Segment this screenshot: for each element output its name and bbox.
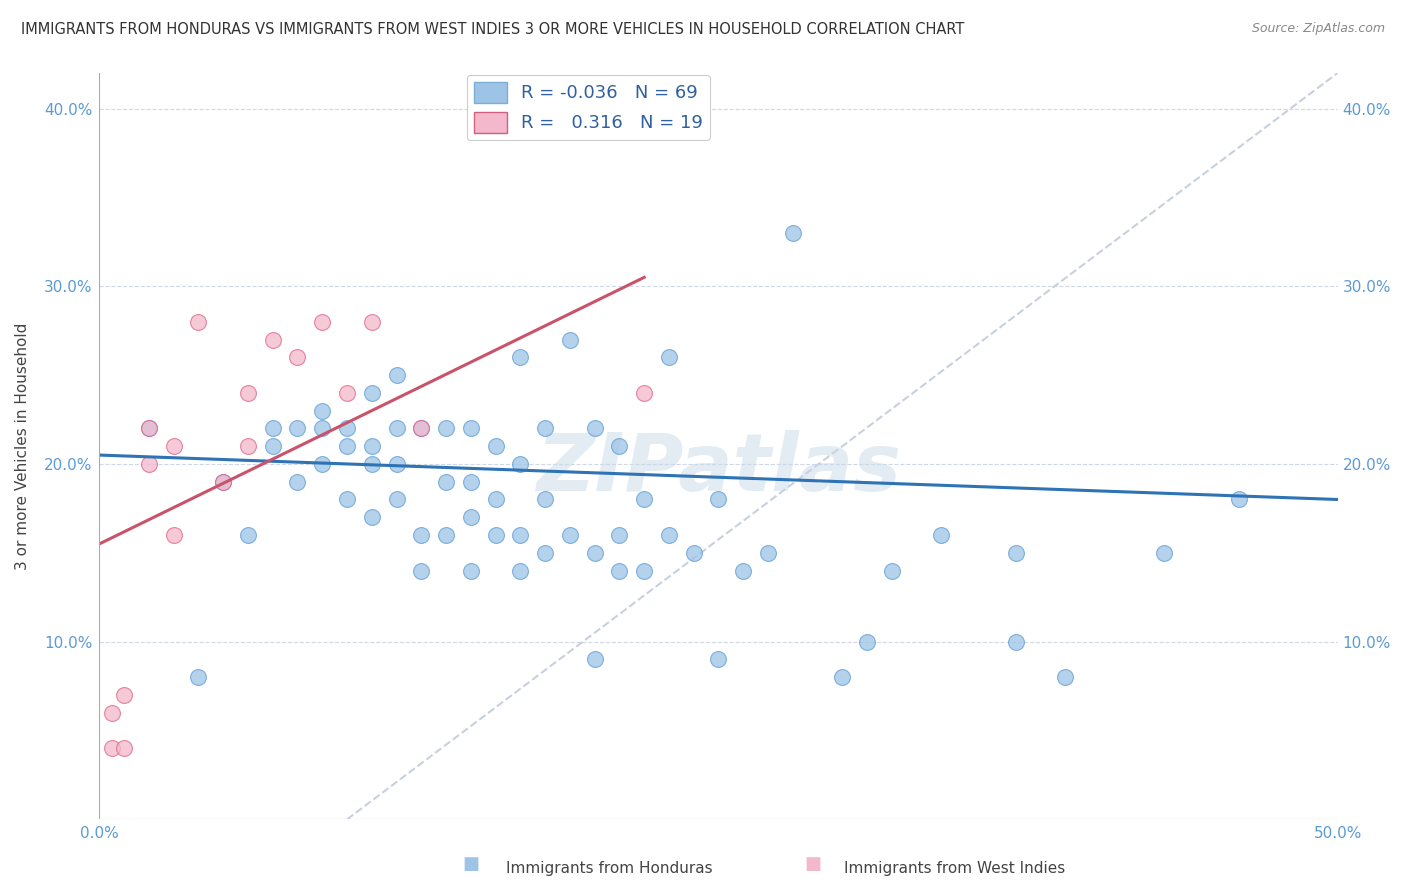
Point [509, 457, 531, 471]
Point [138, 421, 160, 435]
Point [360, 457, 382, 471]
Point [509, 351, 531, 365]
Point [311, 403, 333, 417]
Point [336, 385, 359, 400]
Point [336, 492, 359, 507]
Point [162, 439, 184, 453]
Point [311, 457, 333, 471]
Point [360, 315, 382, 329]
Text: Immigrants from West Indies: Immigrants from West Indies [844, 861, 1064, 876]
Text: ZIPatlas: ZIPatlas [536, 430, 901, 508]
Point [609, 439, 631, 453]
Point [460, 564, 482, 578]
Point [856, 634, 879, 648]
Point [733, 564, 755, 578]
Point [434, 528, 457, 542]
Point [1054, 670, 1077, 684]
Text: ■: ■ [804, 855, 821, 873]
Point [484, 492, 506, 507]
Point [534, 421, 557, 435]
Point [509, 528, 531, 542]
Point [1004, 546, 1026, 560]
Point [460, 421, 482, 435]
Point [385, 368, 408, 383]
Y-axis label: 3 or more Vehicles in Household: 3 or more Vehicles in Household [15, 323, 30, 570]
Point [411, 564, 433, 578]
Point [162, 528, 184, 542]
Point [187, 670, 209, 684]
Point [583, 421, 606, 435]
Point [385, 457, 408, 471]
Point [633, 492, 655, 507]
Point [609, 564, 631, 578]
Point [385, 421, 408, 435]
Point [707, 652, 730, 666]
Point [212, 475, 235, 489]
Point [707, 492, 730, 507]
Point [460, 510, 482, 524]
Text: ■: ■ [463, 855, 479, 873]
Point [311, 315, 333, 329]
Text: Source: ZipAtlas.com: Source: ZipAtlas.com [1251, 22, 1385, 36]
Point [287, 351, 309, 365]
Point [287, 421, 309, 435]
Point [756, 546, 779, 560]
Point [336, 421, 359, 435]
Point [1227, 492, 1250, 507]
Point [138, 421, 160, 435]
Point [434, 475, 457, 489]
Point [236, 385, 259, 400]
Point [100, 706, 122, 720]
Point [100, 741, 122, 756]
Point [633, 385, 655, 400]
Point [583, 546, 606, 560]
Point [633, 564, 655, 578]
Point [385, 492, 408, 507]
Point [434, 421, 457, 435]
Point [112, 688, 135, 702]
Point [336, 439, 359, 453]
Point [880, 564, 903, 578]
Point [262, 421, 284, 435]
Point [658, 351, 681, 365]
Text: IMMIGRANTS FROM HONDURAS VS IMMIGRANTS FROM WEST INDIES 3 OR MORE VEHICLES IN HO: IMMIGRANTS FROM HONDURAS VS IMMIGRANTS F… [21, 22, 965, 37]
Point [262, 333, 284, 347]
Point [831, 670, 853, 684]
Point [509, 564, 531, 578]
Point [311, 421, 333, 435]
Point [1004, 634, 1026, 648]
Point [534, 546, 557, 560]
Point [138, 457, 160, 471]
Point [558, 333, 581, 347]
Point [112, 741, 135, 756]
Legend: R = -0.036   N = 69, R =   0.316   N = 19: R = -0.036 N = 69, R = 0.316 N = 19 [467, 75, 710, 140]
Point [262, 439, 284, 453]
Point [360, 510, 382, 524]
Point [287, 475, 309, 489]
Point [236, 439, 259, 453]
Point [682, 546, 704, 560]
Point [236, 528, 259, 542]
Point [212, 475, 235, 489]
Point [1153, 546, 1175, 560]
Text: Immigrants from Honduras: Immigrants from Honduras [506, 861, 713, 876]
Point [411, 421, 433, 435]
Point [658, 528, 681, 542]
Point [931, 528, 953, 542]
Point [484, 528, 506, 542]
Point [187, 315, 209, 329]
Point [411, 421, 433, 435]
Point [460, 475, 482, 489]
Point [360, 385, 382, 400]
Point [782, 226, 804, 240]
Point [484, 439, 506, 453]
Point [583, 652, 606, 666]
Point [558, 528, 581, 542]
Point [609, 528, 631, 542]
Point [411, 528, 433, 542]
Point [360, 439, 382, 453]
Point [534, 492, 557, 507]
